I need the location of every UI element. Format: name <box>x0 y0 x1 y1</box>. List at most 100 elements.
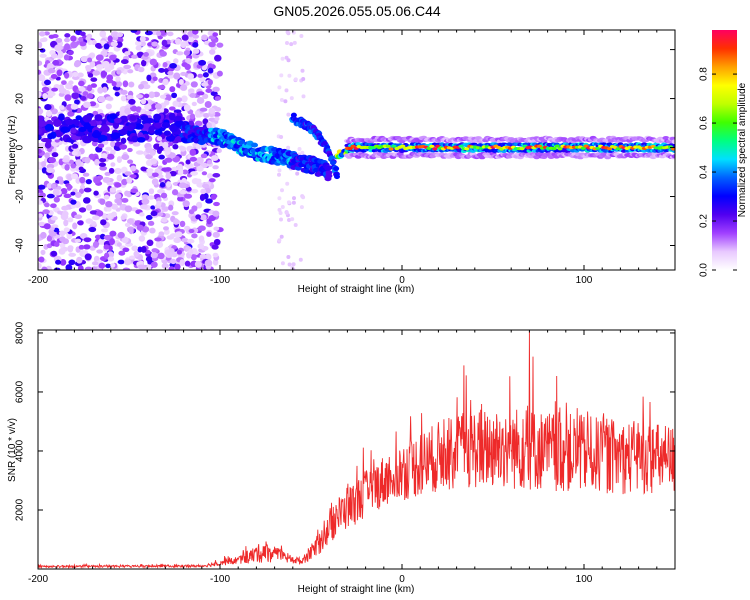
spectrogram-cell-556 <box>171 211 179 216</box>
spectrogram-cell-511 <box>190 188 199 194</box>
spectrogram-cell-797 <box>48 34 55 39</box>
spectrogram-cell-1028 <box>181 95 188 103</box>
spectrogram-cell-1378 <box>194 260 202 268</box>
spectrogram-cell-928 <box>95 64 104 70</box>
spectrogram-y-tick-label: -20 <box>15 189 26 204</box>
spectrogram-cell-1624 <box>82 114 93 123</box>
spectrogram-cell-1079 <box>184 63 191 71</box>
spectrogram-cell-1446 <box>286 112 291 117</box>
spectrogram-cell-1291 <box>136 224 144 231</box>
spectrogram-cell-1612 <box>140 115 149 121</box>
spectrogram-cell-1332 <box>173 72 181 80</box>
spectrogram-cell-1266 <box>79 41 87 47</box>
spectrogram-cell-1150 <box>103 194 110 200</box>
spectrogram-cell-2014 <box>321 141 328 146</box>
spectrogram-cell-1078 <box>99 157 107 163</box>
spectrogram-cell-1362 <box>46 167 55 174</box>
spectrogram-y-tick-label: 40 <box>15 44 26 56</box>
spectrogram-cell-1340 <box>95 42 102 49</box>
spectrogram-cell-579 <box>85 65 92 72</box>
spectrogram-cell-1222 <box>117 231 125 239</box>
spectrogram-cell-1365 <box>174 231 183 238</box>
spectrogram-cell-1450 <box>280 261 285 266</box>
spectrogram-cell-240 <box>118 250 126 256</box>
colorbar-label: Normalized spectral amplitude <box>737 82 748 217</box>
spectrogram-cell-1088 <box>100 219 107 226</box>
spectrogram-cell-1367 <box>152 172 159 178</box>
spectrogram-cell-1240 <box>107 35 113 43</box>
spectrogram-cell-1634 <box>38 120 47 128</box>
spectrogram-cell-1329 <box>146 74 152 82</box>
spectrogram-cell-681 <box>127 147 133 153</box>
spectrogram-cell-1295 <box>216 70 223 77</box>
spectrogram-cell-1323 <box>116 69 122 75</box>
spectrogram-cell-1318 <box>63 219 69 227</box>
spectrogram-cell-1180 <box>201 81 209 87</box>
spectrogram-cell-489 <box>128 255 136 260</box>
spectrogram-cell-1639 <box>109 113 117 120</box>
spectrogram-cell-1274 <box>155 31 162 37</box>
spectrogram-cell-901 <box>210 194 217 200</box>
spectrogram-cell-1165 <box>45 110 53 117</box>
spectrogram-cell-1154 <box>194 120 203 127</box>
spectrogram-cell-1317 <box>54 241 60 247</box>
spectrogram-cell-1445 <box>291 262 296 267</box>
chart-title: GN05.2026.055.05.06.C44 <box>273 3 441 19</box>
spectrogram-cell-960 <box>182 200 190 208</box>
spectrogram-cell-1144 <box>121 236 129 244</box>
spectrogram-cell-1408 <box>285 181 290 186</box>
spectrogram-cell-776 <box>190 253 197 261</box>
colorbar-ticks: 0.0 0.2 0.4 0.6 0.8 <box>699 67 737 277</box>
spectrogram-cell-1008 <box>63 72 70 79</box>
spectrogram-cell-1226 <box>128 81 135 88</box>
spectrogram-cell-1076 <box>58 105 65 110</box>
spectrogram-cell-268 <box>155 241 164 249</box>
spectrogram-cell-1952 <box>324 165 332 171</box>
snr-frame <box>37 329 676 570</box>
spectrogram-cell-1420 <box>280 205 285 209</box>
spectrogram-cell-1127 <box>159 94 167 99</box>
spectrogram-cell-202 <box>90 83 98 88</box>
spectrogram-cell-1064 <box>201 34 208 41</box>
spectrogram-cell-2817 <box>429 144 435 148</box>
spectrogram-cell-1142 <box>149 58 158 66</box>
spectrogram-x-label: Height of straight line (km) <box>298 284 415 295</box>
spectrogram-cell-931 <box>148 91 155 99</box>
spectrogram-cell-855 <box>62 210 69 218</box>
spectrogram-cell-839 <box>199 194 205 201</box>
spectrogram-cell-698 <box>38 108 44 115</box>
spectrogram-cell-1577 <box>38 134 42 141</box>
spectrogram-cell-1271 <box>197 73 204 78</box>
spectrogram-cell-1282 <box>147 195 155 200</box>
spectrogram-cell-1213 <box>51 53 58 59</box>
spectrogram-cell-1007 <box>70 199 77 205</box>
spectrogram-cell-2026 <box>328 155 335 161</box>
spectrogram-cell-1170 <box>124 258 132 266</box>
spectrogram-cell-820 <box>67 217 74 223</box>
spectrogram-cell-245 <box>38 262 42 269</box>
spectrogram-cell-388 <box>89 210 98 215</box>
spectrogram-cell-1373 <box>212 32 219 37</box>
spectrogram-cell-1141 <box>216 148 222 154</box>
spectrogram-cell-1458 <box>286 145 291 150</box>
spectrogram-cell-1454 <box>286 58 291 63</box>
spectrogram-cell-351 <box>169 86 176 93</box>
spectrogram-cell-1104 <box>38 200 43 205</box>
spectrogram-cell-1424 <box>289 96 294 101</box>
spectrogram-cell-1310 <box>84 266 93 270</box>
spectrogram-cell-2033 <box>333 166 340 172</box>
spectrogram-cell-1397 <box>178 182 187 189</box>
spectrogram-cell-1136 <box>143 52 149 57</box>
spectrogram-cell-530 <box>75 177 81 184</box>
spectrogram-cell-1172 <box>159 182 166 188</box>
snr-series-line <box>38 331 675 569</box>
spectrogram-cell-1159 <box>123 64 132 70</box>
spectrogram-cell-583 <box>49 226 55 231</box>
spectrogram-cell-1220 <box>98 262 106 269</box>
spectrogram-cell-1296 <box>154 168 161 174</box>
spectrogram-cell-1641 <box>70 127 77 134</box>
spectrogram-cell-1412 <box>285 41 289 45</box>
spectrogram-cell-1272 <box>100 153 108 159</box>
spectrogram-cell-344 <box>85 204 93 211</box>
spectrogram-cell-1258 <box>189 148 197 156</box>
